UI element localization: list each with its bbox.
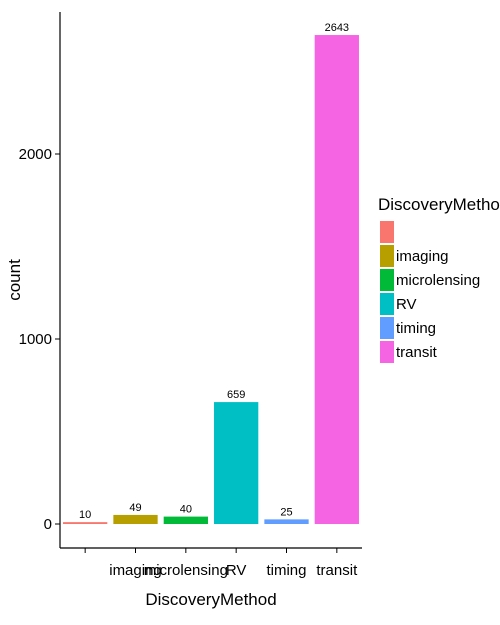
legend-items: imaging microlensing RV timing transit (380, 221, 480, 363)
legend-key-RV (380, 293, 394, 315)
legend-key-microlensing (380, 269, 394, 291)
legend-title: DiscoveryMethod (378, 195, 500, 214)
x-tick-label-RV: RV (226, 562, 247, 579)
legend-label-microlensing: microlensing (396, 272, 480, 289)
data-label-transit: 2643 (325, 22, 349, 34)
x-tick-label-imaging: imaging (109, 562, 162, 579)
x-tick-label-microlensing: microlensing (144, 562, 228, 579)
data-labels-layer: 10 49 40 659 25 2643 (79, 22, 349, 521)
y-axis-title: count (5, 259, 24, 301)
legend: DiscoveryMethod imaging microlensing RV tim… (378, 195, 500, 363)
legend-label-RV: RV (396, 296, 417, 313)
legend-label-timing: timing (396, 320, 436, 337)
data-label-imaging: 49 (129, 502, 141, 514)
legend-key-transit (380, 341, 394, 363)
y-tick-label: 1000 (19, 331, 52, 348)
data-label-timing: 25 (280, 506, 292, 518)
bar-blank (63, 522, 108, 524)
y-tick-label: 2000 (19, 146, 52, 163)
bar-timing (264, 519, 309, 524)
y-axis-ticks: 0 1000 2000 (19, 146, 60, 533)
bar-microlensing (163, 516, 208, 524)
x-tick-label-transit: transit (316, 562, 358, 579)
bars-layer (63, 35, 359, 525)
legend-label-transit: transit (396, 344, 438, 361)
bar-transit (314, 35, 359, 525)
y-tick-label: 0 (44, 516, 52, 533)
legend-key-timing (380, 317, 394, 339)
data-label-blank: 10 (79, 509, 91, 521)
x-axis-title: DiscoveryMethod (145, 590, 276, 609)
data-label-microlensing: 40 (180, 504, 192, 516)
x-tick-label-timing: timing (266, 562, 306, 579)
legend-key-blank (380, 221, 394, 243)
legend-label-imaging: imaging (396, 248, 449, 265)
bar-imaging (113, 514, 158, 524)
data-label-RV: 659 (227, 389, 245, 401)
bar-RV (214, 402, 259, 524)
legend-key-imaging (380, 245, 394, 267)
